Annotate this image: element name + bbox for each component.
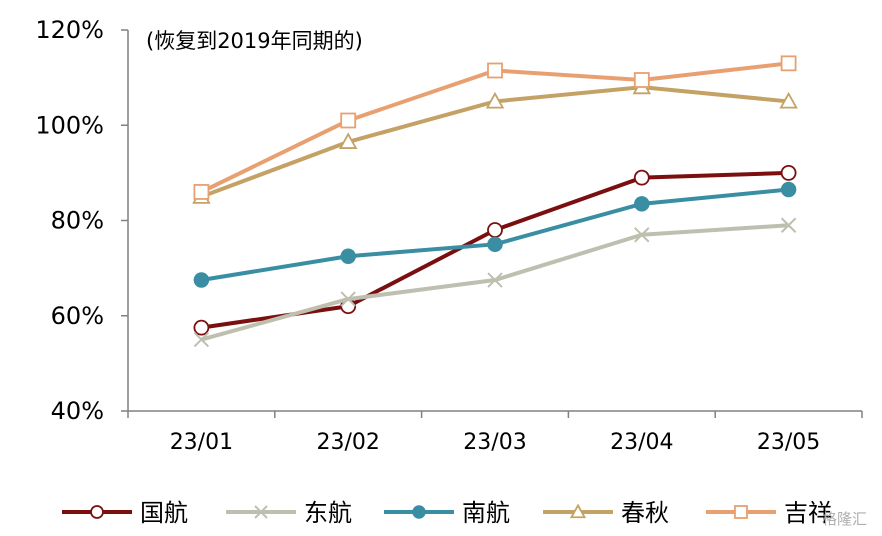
legend-label: 国航 [140, 499, 188, 527]
data-point [340, 291, 356, 307]
x-tick-label: 23/05 [757, 430, 820, 455]
data-point [779, 91, 798, 109]
x-tick-label: 23/02 [316, 430, 379, 455]
legend-marker [412, 505, 426, 519]
series-lines [192, 55, 798, 348]
y-tick-label: 80% [51, 207, 104, 235]
data-point [780, 55, 797, 72]
legend-item: 国航 [62, 499, 188, 527]
data-point [633, 169, 650, 186]
watermark: 格隆汇 [822, 510, 867, 528]
data-point [780, 181, 797, 198]
data-point [338, 132, 358, 149]
chart-annotation: (恢复到2019年同期的) [146, 29, 363, 53]
data-point [487, 236, 503, 253]
series-line [200, 61, 789, 194]
data-point [193, 272, 210, 288]
data-point [340, 248, 356, 264]
y-tick-label: 120% [35, 16, 104, 44]
data-point [193, 184, 210, 200]
data-point [633, 72, 650, 88]
legend-label: 东航 [304, 499, 352, 527]
x-tick-label: 23/01 [170, 430, 233, 455]
data-point [193, 319, 210, 336]
data-point [487, 272, 503, 288]
data-point [193, 331, 210, 348]
legend-marker [254, 505, 268, 519]
data-point [340, 112, 357, 129]
legend-marker [734, 505, 748, 519]
data-point [634, 196, 650, 212]
data-point [485, 91, 505, 109]
x-tick-label: 23/04 [610, 430, 673, 455]
x-tick-label: 23/03 [463, 430, 526, 455]
series-南航 [193, 181, 797, 288]
axes [121, 29, 863, 418]
data-point [780, 217, 797, 233]
legend-item: 南航 [384, 499, 510, 527]
legend-item: 东航 [226, 499, 352, 527]
data-point [487, 222, 503, 238]
legend-item: 吉祥 [706, 499, 832, 527]
data-point [487, 62, 503, 79]
series-春秋 [192, 77, 798, 204]
y-tick-label: 60% [51, 302, 104, 330]
y-tick-label: 40% [51, 397, 104, 425]
legend-item: 春秋 [543, 499, 669, 527]
legend-marker [90, 505, 104, 519]
legend-label: 吉祥 [784, 499, 832, 527]
legend-label: 南航 [462, 499, 510, 527]
legend-marker [569, 503, 587, 519]
tick-labels: 40% 60% 80% 100% 120% 23/01 23/02 23/03 23/04 23/… [35, 16, 820, 455]
data-point [634, 227, 650, 243]
legend-label: 春秋 [621, 499, 669, 527]
series-吉祥 [193, 55, 797, 200]
legend: 国航 东航 南航 春秋 吉祥 [62, 499, 832, 527]
data-point [780, 164, 797, 181]
series-东航 [193, 217, 797, 348]
y-tick-label: 100% [35, 111, 104, 139]
